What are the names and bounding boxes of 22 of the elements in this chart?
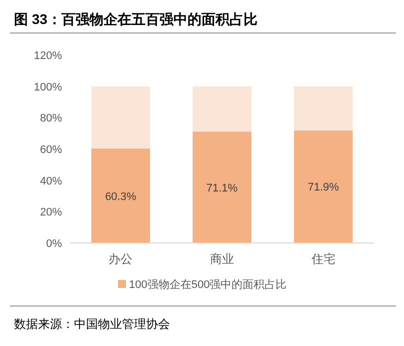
bar: [91, 148, 150, 243]
y-tick-label: 20%: [40, 206, 62, 219]
bar: [91, 86, 150, 149]
bar: [294, 130, 353, 243]
y-tick-label: 100%: [34, 81, 62, 94]
data-label: 60.3%: [105, 190, 136, 203]
y-tick-label: 60%: [40, 144, 62, 156]
y-tick-label: 40%: [40, 175, 62, 188]
data-label: 71.9%: [308, 182, 340, 194]
legend-label: 100强物企在500强中的面积占比: [129, 278, 287, 291]
bar: [192, 132, 252, 243]
y-tick-label: 120%: [34, 50, 62, 62]
x-tick-label: 商业: [210, 252, 234, 266]
x-tick-label: 办公: [108, 252, 133, 266]
chart-title: 图 33：百强物企在五百强中的面积占比: [14, 11, 258, 27]
bar: [192, 86, 252, 132]
bar: [294, 86, 353, 130]
x-tick-label: 住宅: [310, 252, 336, 266]
y-tick-label: 0%: [46, 238, 62, 250]
y-tick-label: 80%: [40, 112, 62, 125]
source-note: 数据来源：中国物业管理协会: [14, 317, 170, 331]
data-label: 71.1%: [206, 182, 238, 194]
